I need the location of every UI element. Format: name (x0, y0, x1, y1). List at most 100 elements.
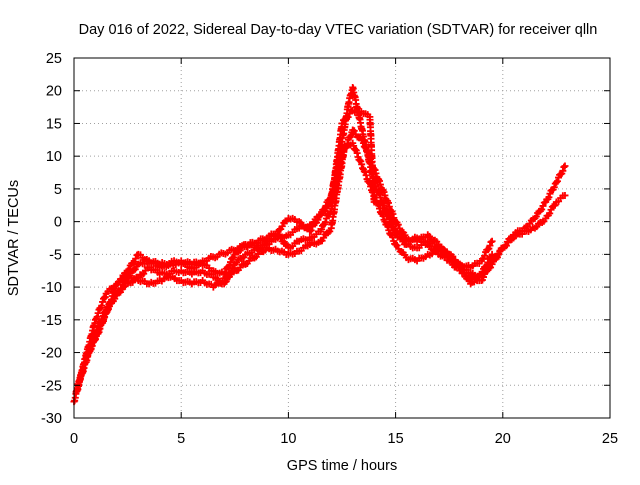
y-axis-label: SDTVAR / TECUs (6, 180, 22, 296)
track-marker (101, 293, 109, 301)
track-marker (393, 241, 401, 249)
y-tick-label: 10 (46, 149, 62, 165)
track-marker (391, 229, 399, 237)
y-tick-label: 25 (46, 51, 62, 67)
track-marker (481, 252, 489, 260)
track-marker (111, 282, 119, 290)
track-marker (90, 336, 98, 344)
track-marker (175, 277, 183, 285)
track-marker (326, 227, 334, 235)
track-marker (364, 111, 372, 119)
track-marker (518, 227, 526, 235)
track-marker (261, 246, 269, 254)
data-layer (70, 83, 569, 406)
track-marker (129, 259, 137, 267)
track-marker (487, 238, 495, 246)
track-marker (380, 216, 388, 224)
series-track-c (81, 139, 496, 363)
track-marker (422, 253, 430, 261)
track-marker (117, 275, 125, 283)
track-marker (130, 258, 138, 266)
track-marker (464, 275, 472, 283)
track-marker (143, 255, 151, 263)
track-marker (344, 102, 352, 110)
series-track-track-d (75, 107, 495, 388)
track-marker (538, 205, 546, 213)
track-marker (133, 262, 141, 270)
track-marker (82, 350, 90, 358)
track-marker (347, 107, 355, 115)
track-marker (460, 269, 468, 277)
track-marker (359, 130, 367, 138)
track-marker (358, 136, 366, 144)
track-marker (380, 188, 388, 196)
track-marker (508, 234, 516, 242)
track-marker (560, 163, 568, 171)
track-marker (196, 259, 204, 267)
track-marker (143, 264, 151, 272)
track-marker (315, 212, 323, 220)
track-marker (340, 148, 348, 156)
x-tick-label: 20 (495, 431, 511, 447)
track-marker (282, 251, 290, 259)
track-marker (529, 224, 537, 232)
y-tick-label: -5 (49, 247, 62, 263)
series-track-d (74, 106, 496, 389)
track-marker (411, 256, 419, 264)
track-marker (496, 247, 504, 255)
track-marker (314, 238, 322, 246)
tick-layer: 0 5 10 15 20 25 -30 -25 -20 -15 -10 -5 0 5 10 15 20 25 (41, 51, 618, 447)
track-marker (293, 225, 301, 233)
track-marker (551, 201, 559, 209)
track-marker (132, 255, 140, 263)
track-marker (282, 232, 290, 240)
track-marker (122, 269, 130, 277)
track-marker (540, 217, 548, 225)
x-tick-label: 15 (388, 431, 404, 447)
track-marker (240, 253, 248, 261)
x-tick-label: 25 (602, 431, 618, 447)
track-marker (321, 218, 329, 226)
track-marker (277, 234, 285, 242)
chart-title: Day 016 of 2022, Sidereal Day-to-day VTE… (79, 22, 598, 38)
y-tick-label: 20 (46, 84, 62, 100)
track-marker (272, 230, 280, 238)
track-marker (350, 127, 358, 135)
data-point (561, 162, 569, 170)
y-tick-label: -25 (41, 378, 62, 394)
y-tick-label: -10 (41, 280, 62, 296)
track-marker (293, 237, 301, 245)
track-marker (487, 253, 495, 261)
x-tick-label: 5 (177, 431, 185, 447)
x-tick-label: 10 (280, 431, 296, 447)
track-marker (559, 167, 567, 175)
track-marker (559, 192, 567, 200)
track-marker (307, 226, 315, 234)
track-marker (338, 123, 346, 131)
track-marker (164, 274, 172, 282)
track-marker (493, 253, 501, 261)
plot-frame (73, 57, 611, 419)
track-marker (357, 108, 365, 116)
y-tick-label: 0 (54, 215, 62, 231)
track-marker (225, 261, 233, 269)
track-marker (475, 259, 483, 267)
track-marker (454, 259, 462, 267)
track-marker (261, 236, 269, 244)
track-marker (283, 217, 291, 225)
y-tick-label: 15 (46, 116, 62, 132)
track-marker (125, 265, 133, 273)
track-marker (553, 177, 561, 185)
track-marker (304, 242, 312, 250)
track-marker (283, 241, 291, 249)
track-marker (318, 225, 326, 233)
track-marker (401, 251, 409, 259)
y-tick-label: -30 (41, 411, 62, 427)
data-point (552, 178, 560, 186)
grid-layer (74, 58, 610, 418)
x-axis-label: GPS time / hours (287, 458, 397, 474)
track-marker (370, 196, 378, 204)
track-marker (207, 267, 215, 275)
